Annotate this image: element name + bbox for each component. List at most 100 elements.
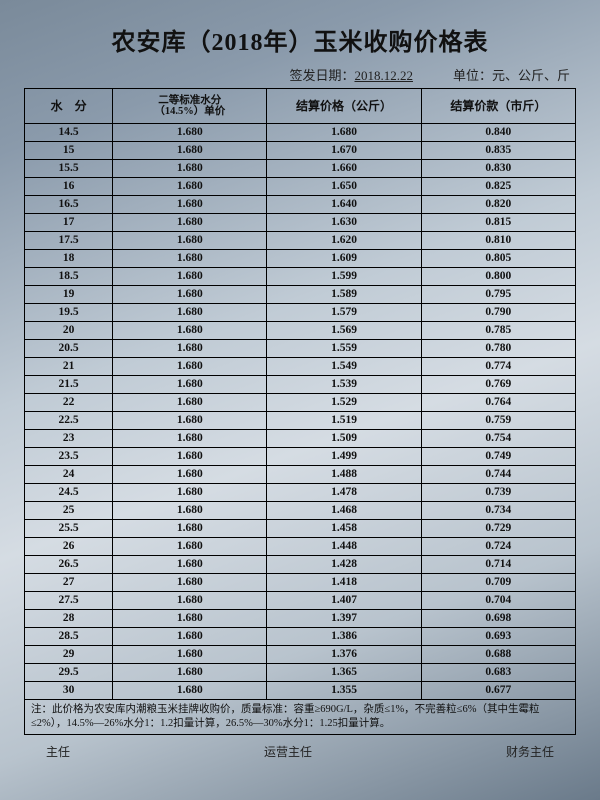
cell-base-price: 1.680 <box>113 358 267 376</box>
cell-kg-price: 1.519 <box>267 412 421 430</box>
table-row: 21.51.6801.5390.769 <box>25 376 576 394</box>
cell-base-price: 1.680 <box>113 250 267 268</box>
cell-kg-price: 1.448 <box>267 538 421 556</box>
cell-jin-price: 0.677 <box>421 682 575 700</box>
cell-moisture: 18.5 <box>25 268 113 286</box>
cell-base-price: 1.680 <box>113 574 267 592</box>
cell-moisture: 23.5 <box>25 448 113 466</box>
cell-moisture: 15 <box>25 142 113 160</box>
cell-jin-price: 0.724 <box>421 538 575 556</box>
cell-base-price: 1.680 <box>113 340 267 358</box>
cell-moisture: 21 <box>25 358 113 376</box>
cell-jin-price: 0.785 <box>421 322 575 340</box>
cell-moisture: 19 <box>25 286 113 304</box>
cell-kg-price: 1.609 <box>267 250 421 268</box>
cell-base-price: 1.680 <box>113 466 267 484</box>
table-row: 211.6801.5490.774 <box>25 358 576 376</box>
cell-jin-price: 0.739 <box>421 484 575 502</box>
cell-moisture: 25.5 <box>25 520 113 538</box>
cell-moisture: 25 <box>25 502 113 520</box>
cell-kg-price: 1.640 <box>267 196 421 214</box>
header-moisture: 水 分 <box>25 89 113 124</box>
table-row: 201.6801.5690.785 <box>25 322 576 340</box>
cell-jin-price: 0.744 <box>421 466 575 484</box>
cell-moisture: 30 <box>25 682 113 700</box>
cell-moisture: 24.5 <box>25 484 113 502</box>
cell-jin-price: 0.698 <box>421 610 575 628</box>
price-table: 水 分 二等标准水分 （14.5%）单价 结算价格（公斤） 结算价款（市斤） 1… <box>24 88 576 700</box>
table-row: 22.51.6801.5190.759 <box>25 412 576 430</box>
table-row: 251.6801.4680.734 <box>25 502 576 520</box>
footnote: 注：此价格为农安库内潮粮玉米挂牌收购价，质量标准：容重≥690G/L，杂质≤1%… <box>24 700 576 735</box>
table-row: 281.6801.3970.698 <box>25 610 576 628</box>
table-row: 171.6801.6300.815 <box>25 214 576 232</box>
cell-jin-price: 0.714 <box>421 556 575 574</box>
cell-base-price: 1.680 <box>113 484 267 502</box>
cell-moisture: 28.5 <box>25 628 113 646</box>
cell-kg-price: 1.569 <box>267 322 421 340</box>
cell-jin-price: 0.729 <box>421 520 575 538</box>
table-row: 301.6801.3550.677 <box>25 682 576 700</box>
cell-moisture: 20 <box>25 322 113 340</box>
cell-base-price: 1.680 <box>113 430 267 448</box>
cell-kg-price: 1.630 <box>267 214 421 232</box>
table-row: 241.6801.4880.744 <box>25 466 576 484</box>
cell-jin-price: 0.683 <box>421 664 575 682</box>
issue-date-label: 签发日期： <box>289 68 354 83</box>
cell-kg-price: 1.397 <box>267 610 421 628</box>
cell-kg-price: 1.620 <box>267 232 421 250</box>
signature-row: 主任 运营主任 财务主任 <box>46 743 554 760</box>
table-row: 151.6801.6700.835 <box>25 142 576 160</box>
table-row: 24.51.6801.4780.739 <box>25 484 576 502</box>
issue-date: 签发日期：2018.12.22 <box>289 65 413 84</box>
cell-jin-price: 0.825 <box>421 178 575 196</box>
cell-kg-price: 1.589 <box>267 286 421 304</box>
header-jin-price: 结算价款（市斤） <box>421 89 575 124</box>
cell-base-price: 1.680 <box>113 160 267 178</box>
cell-jin-price: 0.693 <box>421 628 575 646</box>
cell-base-price: 1.680 <box>113 646 267 664</box>
cell-kg-price: 1.376 <box>267 646 421 664</box>
cell-kg-price: 1.529 <box>267 394 421 412</box>
table-row: 26.51.6801.4280.714 <box>25 556 576 574</box>
cell-jin-price: 0.774 <box>421 358 575 376</box>
table-row: 191.6801.5890.795 <box>25 286 576 304</box>
cell-jin-price: 0.688 <box>421 646 575 664</box>
cell-jin-price: 0.769 <box>421 376 575 394</box>
cell-jin-price: 0.780 <box>421 340 575 358</box>
cell-kg-price: 1.579 <box>267 304 421 322</box>
table-row: 29.51.6801.3650.683 <box>25 664 576 682</box>
table-row: 231.6801.5090.754 <box>25 430 576 448</box>
cell-kg-price: 1.660 <box>267 160 421 178</box>
cell-kg-price: 1.599 <box>267 268 421 286</box>
table-row: 161.6801.6500.825 <box>25 178 576 196</box>
cell-kg-price: 1.355 <box>267 682 421 700</box>
cell-base-price: 1.680 <box>113 376 267 394</box>
cell-moisture: 14.5 <box>25 124 113 142</box>
cell-moisture: 22 <box>25 394 113 412</box>
cell-kg-price: 1.428 <box>267 556 421 574</box>
cell-base-price: 1.680 <box>113 304 267 322</box>
table-row: 16.51.6801.6400.820 <box>25 196 576 214</box>
cell-base-price: 1.680 <box>113 394 267 412</box>
cell-moisture: 17.5 <box>25 232 113 250</box>
cell-kg-price: 1.559 <box>267 340 421 358</box>
price-table-body: 14.51.6801.6800.840151.6801.6700.83515.5… <box>25 124 576 700</box>
cell-jin-price: 0.790 <box>421 304 575 322</box>
cell-base-price: 1.680 <box>113 448 267 466</box>
cell-jin-price: 0.795 <box>421 286 575 304</box>
table-row: 181.6801.6090.805 <box>25 250 576 268</box>
cell-moisture: 21.5 <box>25 376 113 394</box>
unit-label: 单位：元、公斤、斤 <box>453 65 570 84</box>
cell-jin-price: 0.800 <box>421 268 575 286</box>
meta-row: 签发日期：2018.12.22 单位：元、公斤、斤 <box>24 65 570 84</box>
cell-moisture: 23 <box>25 430 113 448</box>
cell-base-price: 1.680 <box>113 142 267 160</box>
cell-jin-price: 0.754 <box>421 430 575 448</box>
cell-base-price: 1.680 <box>113 178 267 196</box>
cell-kg-price: 1.458 <box>267 520 421 538</box>
cell-base-price: 1.680 <box>113 124 267 142</box>
cell-base-price: 1.680 <box>113 682 267 700</box>
cell-kg-price: 1.407 <box>267 592 421 610</box>
signer-operations: 运营主任 <box>264 743 312 760</box>
